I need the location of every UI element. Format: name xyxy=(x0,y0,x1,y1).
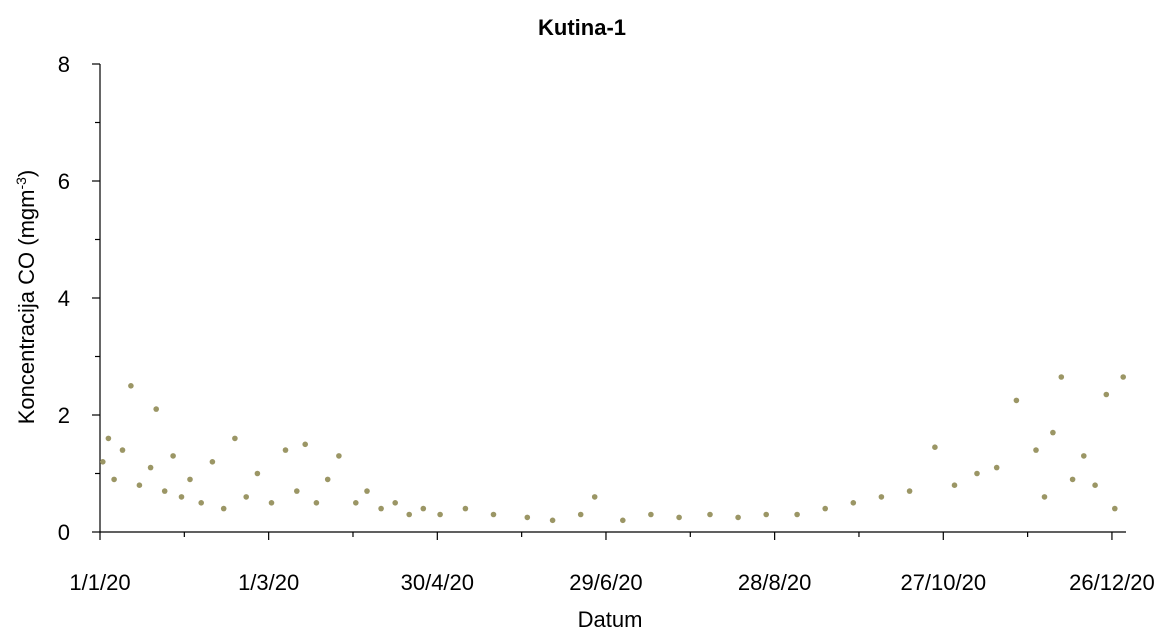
x-tick-label: 1/3/20 xyxy=(238,570,299,595)
data-point xyxy=(676,514,682,521)
data-point xyxy=(878,494,885,500)
data-point xyxy=(822,505,828,512)
data-point xyxy=(549,517,556,524)
data-point xyxy=(591,494,598,500)
axes xyxy=(92,63,1126,540)
data-point xyxy=(850,500,857,506)
data-point xyxy=(232,435,238,442)
data-points xyxy=(100,374,1126,524)
tick-labels: 0 2 4 6 8 1/1/20 1/3/20 30/4/20 29/6/20 28/8/20 27… xyxy=(58,52,1155,595)
data-point xyxy=(170,453,176,459)
chart-title: Kutina-1 xyxy=(538,15,626,40)
data-point xyxy=(313,500,320,506)
data-point xyxy=(1120,374,1126,380)
y-tick-label: 8 xyxy=(58,52,70,77)
data-point xyxy=(1033,447,1039,453)
y-axis-label-close: ) xyxy=(14,170,39,177)
data-point xyxy=(1069,476,1076,483)
data-point xyxy=(324,476,331,483)
data-point xyxy=(1050,429,1056,436)
x-tick-label: 29/6/20 xyxy=(569,570,642,595)
data-point xyxy=(794,511,800,518)
data-point xyxy=(1041,494,1048,500)
data-point xyxy=(437,511,443,518)
data-point xyxy=(353,500,359,506)
y-tick-label: 6 xyxy=(58,169,70,194)
data-point xyxy=(336,453,342,459)
data-point xyxy=(1013,397,1020,404)
data-point xyxy=(198,500,204,506)
data-point xyxy=(951,482,958,489)
x-tick-label: 30/4/20 xyxy=(401,570,474,595)
data-point xyxy=(420,505,427,512)
data-point xyxy=(100,459,106,465)
y-tick-label: 2 xyxy=(58,403,70,428)
data-point xyxy=(1103,391,1110,398)
data-point xyxy=(1092,482,1098,489)
y-tick-label: 4 xyxy=(58,286,70,311)
data-point xyxy=(147,464,154,471)
data-point xyxy=(302,441,309,448)
x-tick-label: 27/10/20 xyxy=(900,570,986,595)
data-point xyxy=(524,514,531,521)
data-point xyxy=(209,459,216,465)
data-point xyxy=(1058,374,1065,380)
data-point xyxy=(220,505,227,512)
data-point xyxy=(906,488,913,494)
data-point xyxy=(294,488,300,494)
data-point xyxy=(364,488,370,494)
data-point xyxy=(392,500,399,506)
data-point xyxy=(707,511,713,518)
data-point xyxy=(178,494,185,500)
data-point xyxy=(136,482,143,489)
data-point xyxy=(282,447,289,453)
data-point xyxy=(119,447,126,453)
data-point xyxy=(153,406,159,412)
y-tick-label: 0 xyxy=(58,520,70,545)
data-point xyxy=(161,488,168,494)
data-point xyxy=(378,505,384,512)
data-point xyxy=(254,470,261,477)
data-point xyxy=(268,500,275,506)
x-tick-label: 1/1/20 xyxy=(69,570,130,595)
data-point xyxy=(763,511,769,518)
data-point xyxy=(105,435,112,442)
data-point xyxy=(993,464,1000,471)
y-axis-label-main: Koncentracija CO (mgm xyxy=(14,190,39,425)
data-point xyxy=(974,470,980,477)
data-point xyxy=(1112,505,1118,512)
data-point xyxy=(648,511,654,518)
data-point xyxy=(187,476,193,483)
data-point xyxy=(406,511,413,518)
x-tick-label: 28/8/20 xyxy=(738,570,811,595)
data-point xyxy=(1081,453,1087,459)
data-point xyxy=(620,517,626,524)
data-point xyxy=(577,511,584,518)
x-axis-label: Datum xyxy=(578,607,643,632)
data-point xyxy=(128,383,134,389)
y-axis-label: Koncentracija CO (mgm-3) xyxy=(13,170,39,425)
y-axis-label-superscript: -3 xyxy=(13,177,29,190)
data-point xyxy=(490,511,497,518)
data-point xyxy=(462,505,469,512)
data-point xyxy=(243,494,249,500)
data-point xyxy=(735,514,741,521)
data-point xyxy=(932,444,938,451)
data-point xyxy=(111,476,117,483)
x-tick-label: 26/12/20 xyxy=(1069,570,1155,595)
